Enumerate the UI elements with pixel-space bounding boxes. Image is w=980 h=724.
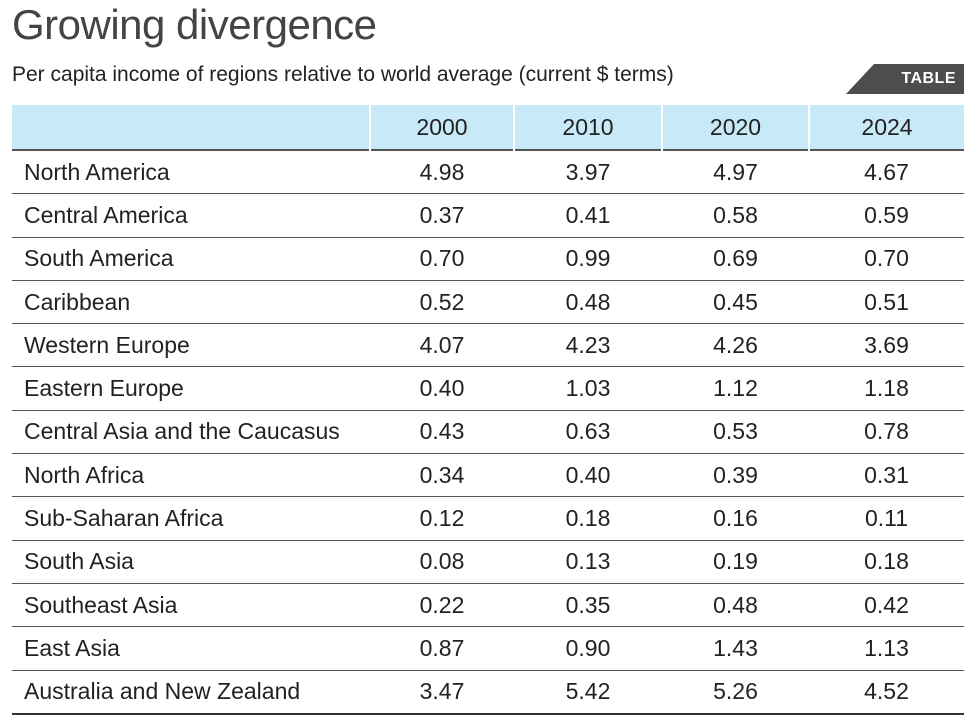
value-cell: 4.97: [713, 158, 758, 185]
value-cell: 0.51: [864, 288, 909, 315]
value-cell: 1.13: [864, 634, 909, 661]
value-cell: 0.13: [565, 548, 611, 575]
value-cell: 5.42: [565, 678, 611, 705]
value-cell: 0.19: [713, 548, 758, 575]
table-row: Western Europe 4.07 4.23 4.26 3.69: [12, 324, 964, 367]
value-cell: 0.16: [713, 505, 758, 532]
value-cell: 0.41: [565, 201, 611, 228]
table-row: Australia and New Zealand 3.47 5.42 5.26 4.5…: [12, 670, 964, 714]
region-name: North Africa: [24, 461, 145, 488]
value-cell: 0.63: [565, 418, 611, 445]
header-year: 2020: [661, 105, 809, 150]
region-name: Australia and New Zealand: [24, 678, 301, 705]
region-name: Central Asia and the Caucasus: [24, 418, 340, 445]
value-cell: 0.70: [864, 245, 909, 272]
table-row: Central America 0.37 0.41 0.58 0.59: [12, 194, 964, 238]
header-region: [12, 105, 370, 150]
value-cell: 4.07: [419, 331, 465, 358]
table-row: Sub-Saharan Africa 0.12 0.18 0.16 0.11: [12, 497, 964, 541]
table-row: East Asia 0.87 0.90 1.43 1.13: [12, 627, 964, 671]
value-cell: 0.45: [713, 288, 758, 315]
table-row: South Asia 0.08 0.13 0.19 0.18: [12, 540, 964, 584]
region-name: Western Europe: [24, 331, 190, 358]
table-row: Caribbean 0.52 0.48 0.45 0.51: [12, 280, 964, 324]
value-cell: 4.67: [864, 158, 909, 185]
region-name: South America: [24, 245, 174, 272]
value-cell: 1.18: [864, 375, 909, 402]
region-name: East Asia: [24, 634, 120, 661]
value-cell: 0.08: [419, 548, 465, 575]
value-cell: 4.52: [864, 678, 909, 705]
value-cell: 0.11: [864, 505, 909, 532]
value-cell: 3.47: [419, 678, 465, 705]
value-cell: 0.78: [864, 418, 909, 445]
table-badge: TABLE: [846, 64, 964, 94]
value-cell: 4.23: [565, 331, 611, 358]
value-cell: 0.42: [864, 591, 909, 618]
value-cell: 0.12: [419, 505, 465, 532]
value-cell: 0.99: [565, 245, 611, 272]
value-cell: 0.40: [565, 461, 611, 488]
value-cell: 4.26: [713, 331, 758, 358]
table-row: North America 4.98 3.97 4.97 4.67: [12, 150, 964, 194]
table-row: Southeast Asia 0.22 0.35 0.48 0.42: [12, 583, 964, 627]
value-cell: 0.18: [565, 505, 611, 532]
region-name: South Asia: [24, 548, 134, 575]
value-cell: 0.37: [419, 201, 465, 228]
region-name: Caribbean: [24, 288, 131, 315]
value-cell: 1.43: [713, 634, 758, 661]
data-table: 2000 2010 2020 2024 North America 4.98 3.9…: [12, 105, 964, 715]
value-cell: 0.52: [419, 288, 465, 315]
value-cell: 0.40: [419, 375, 465, 402]
value-cell: 0.18: [864, 548, 909, 575]
region-name: Sub-Saharan Africa: [24, 505, 224, 532]
header-year: 2000: [369, 105, 514, 150]
value-cell: 1.12: [713, 375, 758, 402]
value-cell: 0.34: [419, 461, 465, 488]
table-row: South America 0.70 0.99 0.69 0.70: [12, 237, 964, 281]
value-cell: 0.87: [419, 634, 465, 661]
value-cell: 4.98: [419, 158, 465, 185]
region-name: Southeast Asia: [24, 591, 178, 618]
header-year: 2010: [513, 105, 662, 150]
value-cell: 0.58: [713, 201, 758, 228]
value-cell: 0.69: [713, 245, 758, 272]
header-year: 2024: [808, 105, 964, 150]
value-cell: 0.31: [864, 461, 909, 488]
value-cell: 0.59: [864, 201, 909, 228]
chart-subtitle: Per capita income of regions relative to…: [12, 63, 674, 86]
table-row: Central Asia and the Caucasus 0.43 0.63 0.5…: [12, 410, 964, 454]
value-cell: 0.48: [565, 288, 611, 315]
value-cell: 1.03: [565, 375, 611, 402]
value-cell: 0.22: [419, 591, 465, 618]
value-cell: 0.35: [565, 591, 611, 618]
value-cell: 0.48: [713, 591, 758, 618]
value-cell: 0.43: [419, 418, 465, 445]
value-cell: 0.70: [419, 245, 465, 272]
table-row: Eastern Europe 0.40 1.03 1.12 1.18: [12, 367, 964, 411]
value-cell: 5.26: [713, 678, 758, 705]
value-cell: 0.53: [713, 418, 758, 445]
value-cell: 3.69: [864, 331, 909, 358]
value-cell: 0.39: [713, 461, 758, 488]
header-row: 2000 2010 2020 2024: [12, 105, 964, 150]
region-name: Eastern Europe: [24, 375, 184, 402]
value-cell: 0.90: [565, 634, 611, 661]
region-name: North America: [24, 158, 170, 185]
region-name: Central America: [24, 201, 188, 228]
value-cell: 3.97: [565, 158, 611, 185]
chart-title: Growing divergence: [12, 1, 377, 48]
table-row: North Africa 0.34 0.40 0.39 0.31: [12, 454, 964, 497]
